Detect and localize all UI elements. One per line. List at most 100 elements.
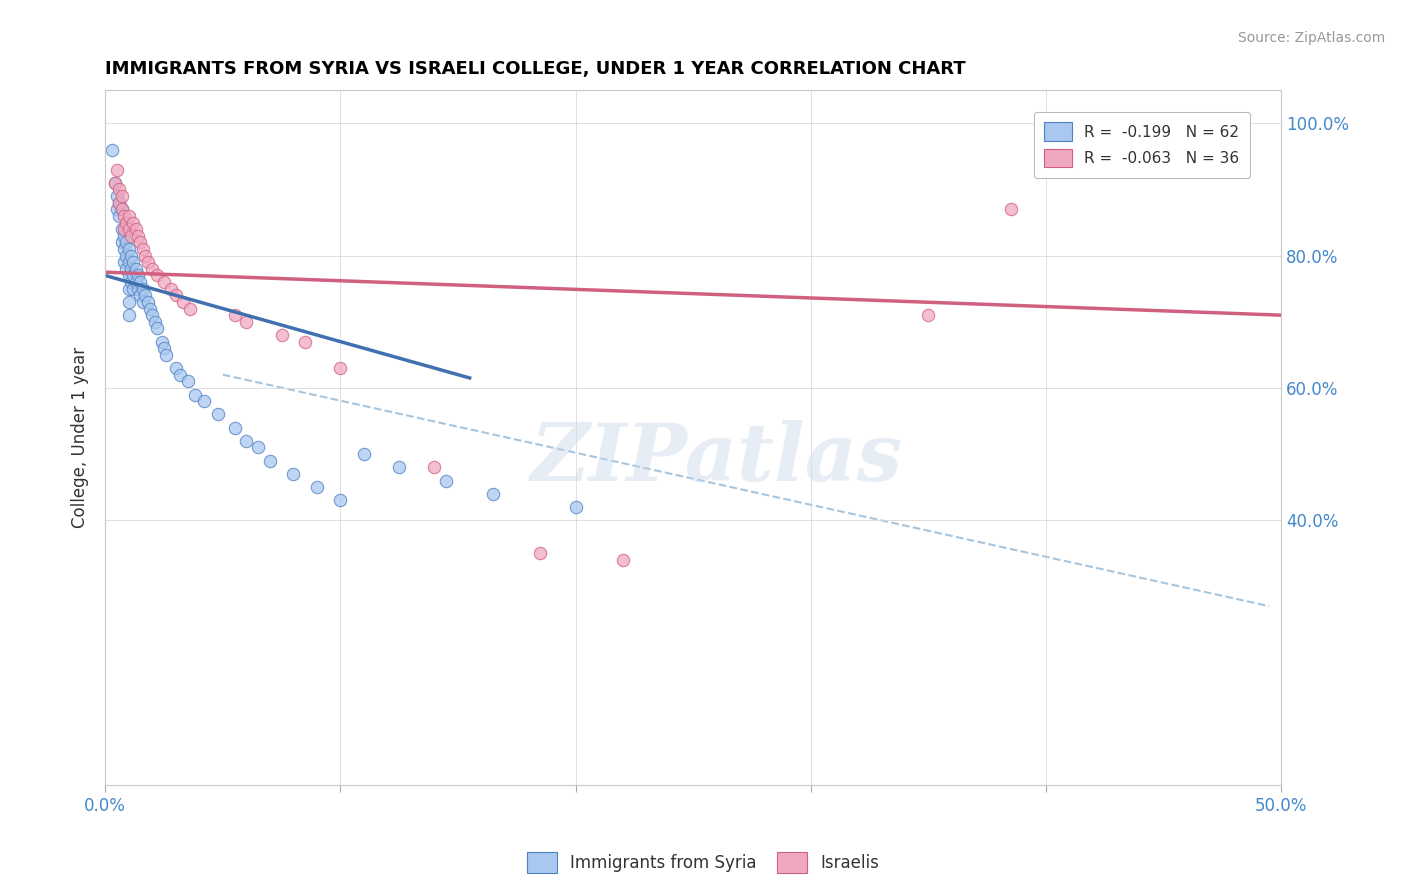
Point <box>247 441 270 455</box>
Point <box>529 546 551 560</box>
Text: ZIPatlas: ZIPatlas <box>530 419 903 497</box>
Text: Source: ZipAtlas.com: Source: ZipAtlas.com <box>1237 31 1385 45</box>
Point <box>136 255 159 269</box>
Point <box>112 209 135 223</box>
Point <box>112 228 135 243</box>
Point <box>118 222 141 236</box>
Point <box>165 288 187 302</box>
Point <box>917 308 939 322</box>
Point <box>235 434 257 448</box>
Point <box>224 308 246 322</box>
Point <box>146 268 169 283</box>
Point <box>423 460 446 475</box>
Point <box>105 189 128 203</box>
Point <box>122 282 145 296</box>
Point <box>141 308 163 322</box>
Point <box>122 268 145 283</box>
Point <box>129 275 152 289</box>
Point <box>153 275 176 289</box>
Point <box>105 162 128 177</box>
Point <box>132 294 155 309</box>
Point <box>104 176 127 190</box>
Point <box>353 447 375 461</box>
Point <box>101 143 124 157</box>
Point <box>120 249 142 263</box>
Point <box>136 294 159 309</box>
Point <box>118 209 141 223</box>
Point <box>150 334 173 349</box>
Point <box>259 453 281 467</box>
Point <box>125 275 148 289</box>
Point <box>134 288 156 302</box>
Point <box>612 553 634 567</box>
Point <box>283 467 305 481</box>
Point <box>143 315 166 329</box>
Point <box>118 242 141 256</box>
Point <box>141 261 163 276</box>
Point <box>270 328 292 343</box>
Point <box>118 294 141 309</box>
Point <box>125 261 148 276</box>
Point <box>329 493 352 508</box>
Point <box>176 374 198 388</box>
Point <box>111 202 134 217</box>
Text: IMMIGRANTS FROM SYRIA VS ISRAELI COLLEGE, UNDER 1 YEAR CORRELATION CHART: IMMIGRANTS FROM SYRIA VS ISRAELI COLLEGE… <box>105 60 966 78</box>
Legend: R =  -0.199   N = 62, R =  -0.063   N = 36: R = -0.199 N = 62, R = -0.063 N = 36 <box>1033 112 1250 178</box>
Point <box>179 301 201 316</box>
Point <box>105 202 128 217</box>
Point <box>127 268 149 283</box>
Point <box>139 301 162 316</box>
Point <box>329 361 352 376</box>
Point <box>111 222 134 236</box>
Y-axis label: College, Under 1 year: College, Under 1 year <box>72 347 89 528</box>
Point <box>482 487 505 501</box>
Point <box>108 209 131 223</box>
Point <box>115 261 138 276</box>
Point <box>108 195 131 210</box>
Point <box>122 215 145 229</box>
Point <box>125 222 148 236</box>
Point <box>120 261 142 276</box>
Point <box>155 348 177 362</box>
Point <box>112 242 135 256</box>
Point <box>112 255 135 269</box>
Point <box>118 268 141 283</box>
Point <box>118 282 141 296</box>
Point <box>111 235 134 250</box>
Point <box>183 387 205 401</box>
Legend: Immigrants from Syria, Israelis: Immigrants from Syria, Israelis <box>520 846 886 880</box>
Point <box>129 288 152 302</box>
Point <box>1000 202 1022 217</box>
Point <box>129 235 152 250</box>
Point <box>122 255 145 269</box>
Point <box>172 294 194 309</box>
Point <box>115 215 138 229</box>
Point <box>132 242 155 256</box>
Point <box>224 420 246 434</box>
Point <box>111 202 134 217</box>
Point <box>127 228 149 243</box>
Point <box>118 308 141 322</box>
Point <box>564 500 586 514</box>
Point <box>434 474 457 488</box>
Point <box>235 315 257 329</box>
Point <box>169 368 191 382</box>
Point <box>146 321 169 335</box>
Point <box>115 235 138 250</box>
Point <box>294 334 316 349</box>
Point <box>305 480 328 494</box>
Point <box>132 282 155 296</box>
Point <box>127 282 149 296</box>
Point <box>120 228 142 243</box>
Point <box>207 408 229 422</box>
Point <box>108 182 131 196</box>
Point <box>108 195 131 210</box>
Point <box>388 460 411 475</box>
Point <box>160 282 183 296</box>
Point <box>115 249 138 263</box>
Point <box>120 275 142 289</box>
Point <box>112 222 135 236</box>
Point <box>193 394 215 409</box>
Point <box>118 255 141 269</box>
Point <box>104 176 127 190</box>
